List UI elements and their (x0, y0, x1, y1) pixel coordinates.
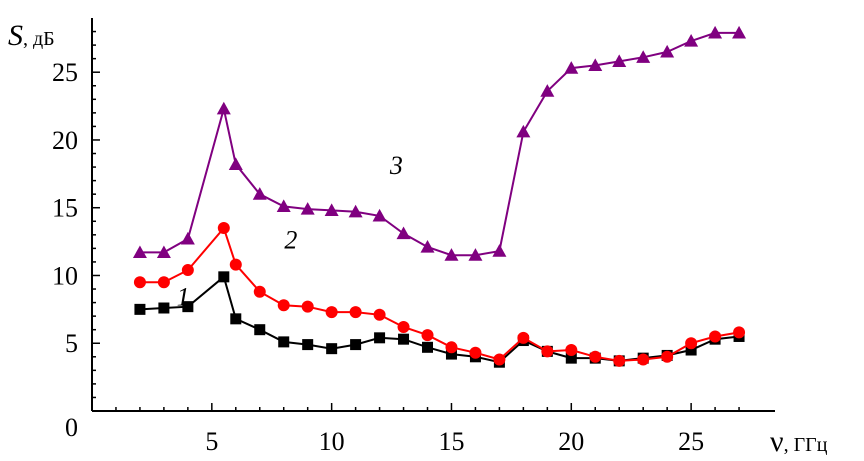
data-point (516, 124, 531, 138)
data-point (276, 199, 291, 212)
y-axis-title: S, дБ (8, 19, 55, 52)
data-point (325, 306, 338, 319)
series-2 (133, 222, 746, 367)
data-point (229, 258, 242, 271)
data-point (373, 308, 386, 321)
series-label: 2 (284, 225, 297, 254)
x-tick-label: 25 (678, 427, 704, 456)
y-axis-unit: , дБ (23, 28, 55, 50)
data-point (180, 231, 195, 245)
y-tick-label: 20 (52, 126, 78, 155)
data-point (252, 187, 267, 200)
data-point (253, 285, 266, 298)
x-tick-label: 15 (438, 427, 464, 456)
data-point (349, 306, 362, 319)
data-point (445, 348, 457, 360)
data-point (613, 354, 626, 367)
data-point (181, 264, 194, 277)
data-point (254, 324, 266, 336)
data-point (156, 245, 171, 259)
data-point (132, 245, 147, 259)
data-point (397, 320, 410, 333)
data-point (733, 326, 746, 339)
data-point (661, 350, 674, 363)
data-point (182, 301, 194, 313)
data-point (541, 345, 554, 358)
data-point (637, 353, 650, 366)
data-point (374, 332, 386, 344)
data-point (589, 350, 602, 363)
y-tick-label: 15 (52, 194, 78, 223)
data-point (398, 333, 410, 345)
y-tick-label: 10 (52, 261, 78, 290)
data-point (348, 204, 363, 218)
data-point (324, 203, 339, 217)
data-point (565, 344, 578, 357)
y-tick-label: 25 (52, 58, 78, 87)
data-point (300, 202, 315, 215)
data-point (422, 341, 434, 353)
data-point (278, 336, 290, 348)
series-3 (132, 25, 747, 261)
data-point (230, 313, 242, 325)
x-tick-label: 10 (319, 427, 345, 456)
data-point (708, 25, 723, 39)
series-label: 1 (177, 282, 190, 311)
data-point (517, 331, 530, 344)
data-point (540, 84, 555, 97)
axes-layer (91, 18, 775, 412)
data-point (420, 240, 435, 253)
data-point (372, 208, 387, 222)
data-point (350, 339, 362, 351)
x-tick-label: 20 (558, 427, 584, 456)
data-point (660, 44, 675, 58)
series-label: 3 (389, 151, 403, 180)
data-point (612, 54, 627, 67)
data-point (636, 50, 651, 63)
labels-layer: 0 S, дБ ν, ГГц (8, 19, 828, 458)
data-point (228, 157, 243, 170)
data-point (134, 303, 146, 315)
data-point (217, 222, 230, 235)
data-point (493, 353, 506, 366)
x-axis-unit: , ГГц (784, 434, 828, 456)
data-point (732, 25, 747, 39)
data-point (709, 330, 722, 343)
series-line (139, 275, 740, 364)
data-point (684, 34, 699, 47)
x-tick-label: 5 (205, 427, 218, 456)
data-point (685, 344, 697, 356)
data-point (492, 244, 507, 257)
data-point (564, 61, 579, 74)
data-point (326, 343, 338, 355)
data-point (158, 302, 170, 314)
series-1 (134, 271, 745, 368)
data-point (133, 276, 146, 289)
y-axis-symbol: S (8, 19, 23, 52)
series-line (139, 31, 740, 257)
data-point (469, 346, 482, 359)
data-point (445, 341, 458, 354)
x-axis-title: ν, ГГц (770, 425, 828, 458)
data-point (421, 329, 434, 342)
data-point (588, 58, 603, 72)
data-point (302, 339, 314, 351)
data-point (396, 226, 411, 240)
x-axis-symbol: ν (770, 425, 784, 458)
data-point (277, 299, 290, 312)
data-point (444, 248, 459, 261)
data-point (157, 276, 170, 289)
origin-label: 0 (65, 413, 78, 442)
data-point (468, 248, 483, 261)
data-point (218, 271, 230, 283)
y-tick-label: 5 (65, 329, 78, 358)
data-point (216, 101, 231, 115)
data-point (301, 300, 314, 313)
data-point (685, 337, 698, 350)
series-layer: 1 2 3 (132, 25, 747, 368)
data-point (565, 352, 577, 364)
